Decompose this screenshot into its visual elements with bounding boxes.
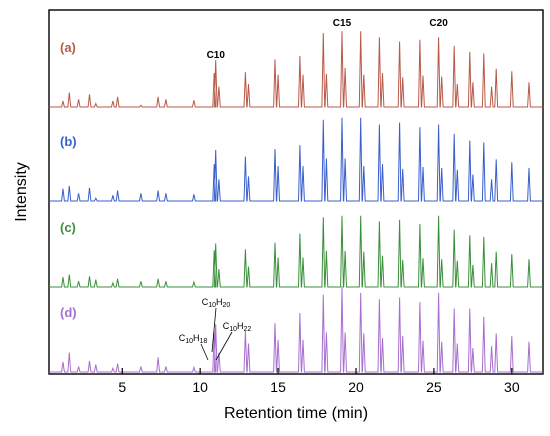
x-tick-label: 20: [348, 379, 364, 395]
y-axis-title: Intensity: [13, 162, 30, 222]
series-layer: (a) (b) (c) (d): [49, 31, 543, 373]
formula-annotation: C10H20: [202, 297, 231, 309]
peak-labels: C10 C15 C20: [207, 18, 449, 61]
annotation-pointer: [215, 331, 233, 361]
series-line: [49, 215, 543, 288]
x-tick-label: 30: [504, 379, 520, 395]
series-label: (a): [60, 40, 76, 55]
peak-label: C10: [207, 50, 226, 61]
annotation-pointer: [200, 343, 209, 361]
formula-annotation: C10H22: [223, 321, 252, 333]
x-tick-label: 10: [192, 379, 208, 395]
x-axis: 5 10 15 20 25 30: [118, 368, 520, 395]
series-line: [49, 286, 543, 373]
series-line: [49, 31, 543, 108]
x-axis-title: Retention time (min): [224, 405, 368, 422]
peak-label: C15: [333, 18, 352, 29]
series-label: (b): [60, 134, 77, 149]
series-label: (d): [60, 305, 77, 320]
annotations: C10H20 C10H18 C10H22: [179, 297, 252, 361]
peak-label: C20: [429, 18, 448, 29]
series-line: [49, 117, 543, 202]
x-tick-label: 15: [270, 379, 286, 395]
annotation-pointer: [211, 307, 217, 353]
formula-annotation: C10H18: [179, 333, 208, 345]
plot-frame: [48, 9, 544, 375]
x-tick-label: 25: [426, 379, 442, 395]
x-tick-label: 5: [118, 379, 126, 395]
series-label: (c): [60, 220, 76, 235]
